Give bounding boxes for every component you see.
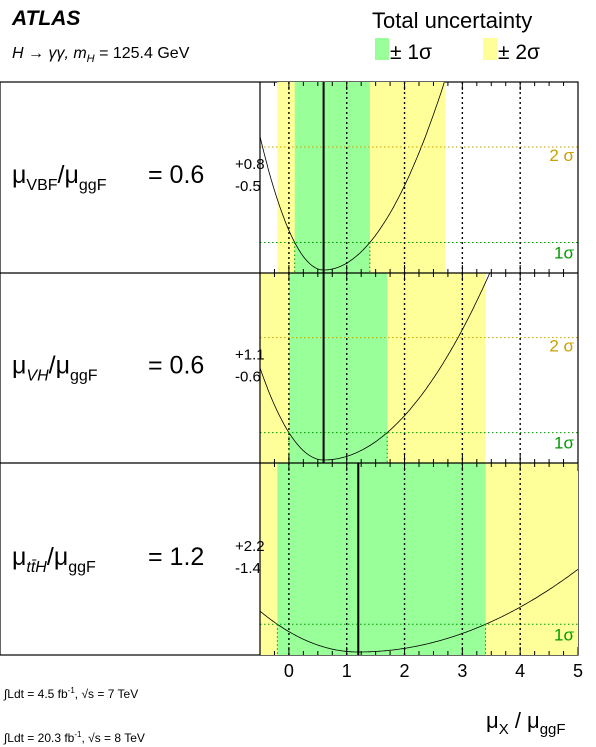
one-sigma-label: 1σ [554, 625, 574, 644]
legend-one-sigma-label: ± 1σ [390, 41, 432, 64]
one-sigma-band [294, 82, 370, 273]
panel-label: μVBF/μggF [12, 161, 107, 194]
channel-label: H → γγ, mH = 125.4 GeV [12, 45, 190, 65]
lumi-7tev-label: ∫Ldt = 4.5 fb-1, √s = 7 TeV [3, 686, 138, 701]
panel-error-up: +0.8 [235, 156, 265, 173]
x-tick-label: 4 [515, 661, 525, 681]
panel-ttH: 1σ μtt̄H/μggF = 1.2 +2.2 -1.4 [0, 462, 579, 655]
x-tick-label: 0 [284, 661, 294, 681]
panel-error-down: -0.5 [235, 178, 261, 195]
likelihood-curve [260, 568, 578, 653]
panel-error-up: +2.2 [235, 538, 265, 555]
panel-error-down: -0.6 [235, 369, 261, 386]
two-sigma-label: 2 σ [549, 146, 574, 165]
panel-error-up: +1.1 [235, 347, 265, 364]
panel-VH: 2 σ 1σ μVH/μggF = 0.6 +1.1 -0.6 [0, 272, 579, 463]
legend-two-sigma-label: ± 2σ [498, 41, 540, 64]
panels-group: 2 σ 1σ μVBF/μggF = 0.6 +0.8 -0.5 2 σ 1σ μVH/μggF… [0, 82, 579, 655]
two-sigma-label: 2 σ [549, 337, 574, 356]
one-sigma-label: 1σ [554, 243, 574, 262]
panel-value: = 1.2 [148, 543, 204, 571]
panel-label: μtt̄H/μggF [12, 543, 96, 576]
x-tick-label: 2 [400, 661, 410, 681]
one-sigma-label: 1σ [554, 434, 574, 453]
lumi-8tev-label: ∫Ldt = 20.3 fb-1, √s = 8 TeV [3, 730, 145, 745]
legend-title: Total uncertainty [372, 8, 532, 33]
x-axis-label: μX / μggF [486, 708, 566, 738]
experiment-label: ATLAS [11, 7, 80, 30]
x-tick-labels: 0 1 2 3 4 5 [284, 661, 583, 681]
likelihood-curve [260, 82, 445, 271]
one-sigma-band [288, 273, 388, 463]
panel-value: = 0.6 [148, 161, 204, 189]
x-tick-label: 5 [573, 661, 583, 681]
panel-error-down: -1.4 [235, 560, 261, 577]
one-sigma-band [277, 463, 486, 655]
likelihood-curve [260, 273, 491, 461]
panel-value: = 0.6 [148, 352, 204, 380]
legend-two-sigma-swatch [483, 38, 497, 60]
legend-one-sigma-swatch [375, 38, 389, 60]
panel-VBF: 2 σ 1σ μVBF/μggF = 0.6 +0.8 -0.5 [12, 82, 579, 273]
x-tick-label: 1 [342, 661, 352, 681]
panel-label: μVH/μggF [12, 352, 98, 385]
x-tick-label: 3 [457, 661, 467, 681]
